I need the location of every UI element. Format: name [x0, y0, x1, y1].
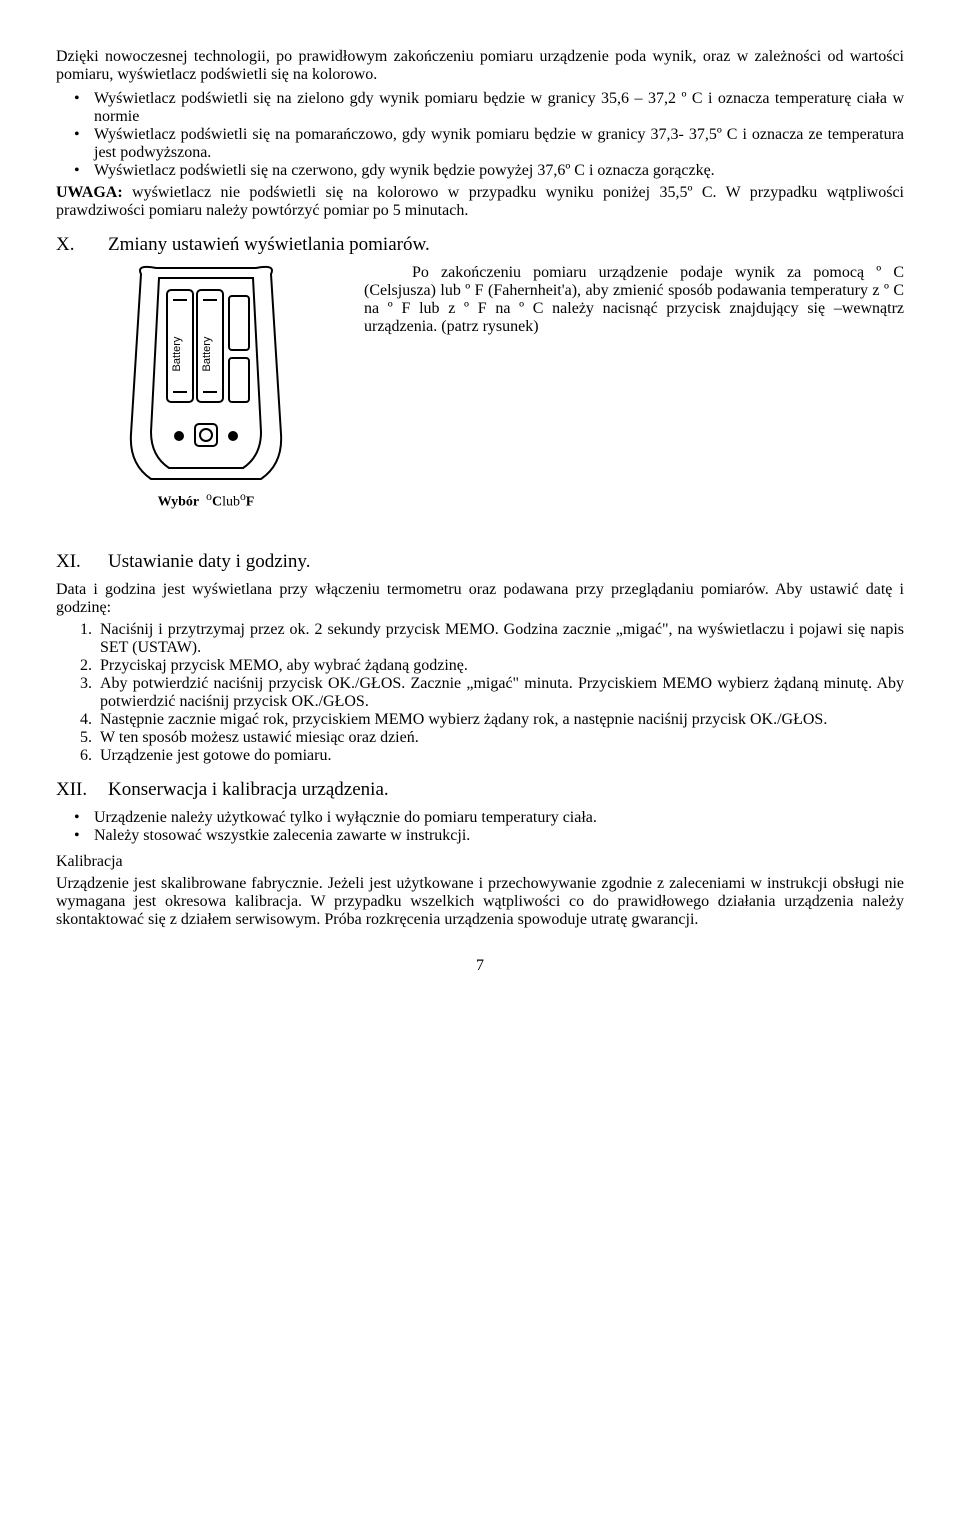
caption-f: F	[246, 495, 255, 510]
section-xi-heading: XI. Ustawianie daty i godziny.	[56, 551, 904, 573]
datetime-steps-list: Naciśnij i przytrzymaj przez ok. 2 sekun…	[56, 621, 904, 765]
warning-text: wyświetlacz nie podświetli się na koloro…	[56, 184, 904, 219]
section-xii-heading: XII. Konserwacja i kalibracja urządzenia…	[56, 779, 904, 801]
section-title: Ustawianie daty i godziny.	[108, 551, 310, 573]
figure-and-text-row: Battery Battery Wybór oCluboF Po zakończ…	[56, 264, 904, 511]
section-number: XI.	[56, 551, 108, 573]
warning-paragraph: UWAGA: wyświetlacz nie podświetli się na…	[56, 184, 904, 220]
section-x-text: Po zakończeniu pomiaru urządzenie podaje…	[356, 264, 904, 336]
maintenance-bullet-list: Urządzenie należy użytkować tylko i wyłą…	[56, 809, 904, 845]
figure-caption: Wybór oCluboF	[158, 490, 255, 511]
list-item: Naciśnij i przytrzymaj przez ok. 2 sekun…	[96, 621, 904, 657]
list-item: Wyświetlacz podświetli się na czerwono, …	[56, 162, 904, 180]
list-item: Następnie zacznie migać rok, przyciskiem…	[96, 711, 904, 729]
warning-label: UWAGA:	[56, 184, 123, 201]
list-item: Wyświetlacz podświetli się na zielono gd…	[56, 90, 904, 126]
caption-wybor: Wybór	[158, 495, 199, 510]
backlight-bullet-list: Wyświetlacz podświetli się na zielono gd…	[56, 90, 904, 180]
thermometer-back-icon: Battery Battery	[111, 264, 301, 484]
intro-paragraph: Dzięki nowoczesnej technologii, po prawi…	[56, 48, 904, 84]
section-x-heading: X. Zmiany ustawień wyświetlania pomiarów…	[56, 234, 904, 256]
calibration-text: Urządzenie jest skalibrowane fabrycznie.…	[56, 875, 904, 929]
list-item: Przyciskaj przycisk MEMO, aby wybrać żąd…	[96, 657, 904, 675]
section-xi-intro: Data i godzina jest wyświetlana przy włą…	[56, 581, 904, 617]
page-number: 7	[56, 957, 904, 975]
section-number: XII.	[56, 779, 108, 801]
list-item: Aby potwierdzić naciśnij przycisk OK./GŁ…	[96, 675, 904, 711]
list-item: Wyświetlacz podświetli się na pomarańczo…	[56, 126, 904, 162]
section-title: Konserwacja i kalibracja urządzenia.	[108, 779, 389, 801]
list-item: Urządzenie należy użytkować tylko i wyłą…	[56, 809, 904, 827]
list-item: Należy stosować wszystkie zalecenia zawa…	[56, 827, 904, 845]
battery-label: Battery	[171, 336, 183, 371]
device-figure: Battery Battery Wybór oCluboF	[56, 264, 356, 511]
section-title: Zmiany ustawień wyświetlania pomiarów.	[108, 234, 430, 256]
list-item: Urządzenie jest gotowe do pomiaru.	[96, 747, 904, 765]
caption-c: C	[212, 495, 222, 510]
calibration-subheading: Kalibracja	[56, 853, 904, 871]
section-number: X.	[56, 234, 108, 256]
battery-label: Battery	[201, 336, 213, 371]
caption-lub: lub	[222, 495, 240, 510]
list-item: W ten sposób możesz ustawić miesiąc oraz…	[96, 729, 904, 747]
